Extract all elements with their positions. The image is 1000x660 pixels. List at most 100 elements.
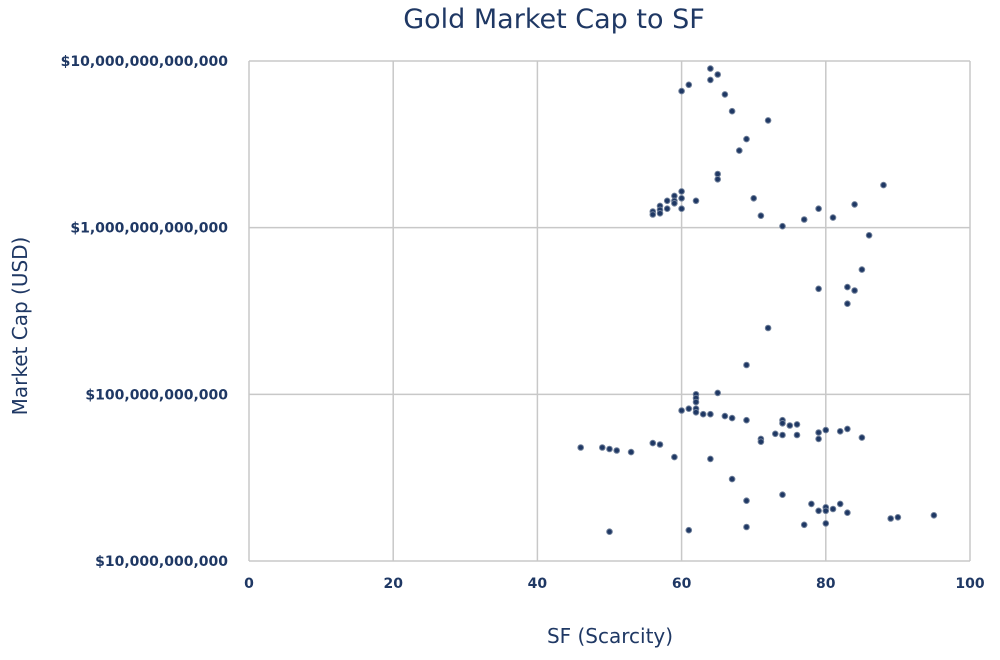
- data-point: [836, 428, 844, 435]
- data-point: [786, 422, 794, 429]
- data-point: [880, 181, 887, 189]
- data-point: [743, 361, 750, 369]
- data-point: [663, 197, 671, 205]
- data-point: [930, 512, 938, 519]
- data-point: [599, 444, 606, 451]
- data-point: [728, 414, 736, 422]
- data-point: [844, 425, 851, 433]
- data-point: [844, 509, 851, 517]
- data-point: [678, 87, 685, 95]
- data-point: [815, 507, 822, 515]
- data-point: [649, 211, 657, 218]
- data-point: [736, 147, 743, 154]
- data-point: [678, 195, 685, 202]
- data-point: [764, 324, 772, 332]
- data-point: [887, 515, 895, 522]
- chart-title: Gold Market Cap to SF: [403, 4, 705, 35]
- data-point: [764, 117, 772, 124]
- data-point: [577, 444, 585, 451]
- data-point: [627, 448, 635, 456]
- data-point: [800, 521, 808, 529]
- data-point: [714, 170, 722, 178]
- data-point: [779, 431, 786, 439]
- data-point: [757, 438, 765, 446]
- data-point: [808, 500, 815, 508]
- data-point: [613, 447, 621, 454]
- data-point: [772, 430, 779, 438]
- data-point: [815, 285, 822, 293]
- data-point: [793, 421, 801, 428]
- data-point: [707, 455, 714, 463]
- data-point: [822, 507, 830, 515]
- y-tick-label: $10,000,000,000: [95, 554, 228, 570]
- data-point: [721, 91, 729, 98]
- data-point: [692, 197, 700, 205]
- data-point: [779, 491, 786, 499]
- data-point: [793, 431, 801, 439]
- data-point: [606, 445, 613, 453]
- data-point: [851, 201, 858, 208]
- y-tick-label: $10,000,000,000,000: [61, 54, 229, 70]
- x-tick-label: 40: [528, 576, 548, 592]
- data-point: [800, 216, 808, 223]
- data-point: [829, 505, 837, 513]
- data-point: [685, 526, 693, 534]
- grid-lines: [248, 60, 971, 562]
- data-point: [844, 300, 851, 308]
- data-point: [707, 65, 714, 72]
- data-point: [699, 410, 707, 418]
- data-point: [678, 205, 685, 212]
- data-point: [815, 435, 822, 443]
- data-point: [822, 426, 830, 434]
- y-axis-label: Market Cap (USD): [8, 237, 32, 416]
- data-point: [858, 266, 866, 273]
- data-point: [714, 176, 722, 183]
- data-point: [714, 389, 722, 397]
- y-tick-label: $1,000,000,000,000: [70, 221, 228, 237]
- data-point: [714, 71, 722, 78]
- data-point: [757, 212, 765, 219]
- data-point: [865, 232, 873, 239]
- data-point: [671, 200, 678, 207]
- x-tick-label: 0: [244, 576, 254, 592]
- data-point: [671, 453, 678, 461]
- data-point: [721, 412, 729, 420]
- data-point: [743, 497, 750, 505]
- data-point: [685, 81, 693, 89]
- data-point: [815, 429, 822, 436]
- data-point: [829, 214, 837, 221]
- data-point: [728, 475, 736, 483]
- x-tick-label: 100: [955, 576, 984, 592]
- data-point: [743, 416, 750, 424]
- data-point: [779, 222, 786, 230]
- x-tick-label: 80: [816, 576, 836, 592]
- data-point: [707, 76, 714, 84]
- data-point: [858, 434, 866, 441]
- data-point: [822, 520, 830, 527]
- data-point: [649, 439, 657, 447]
- data-point: [851, 287, 858, 294]
- data-point: [663, 205, 671, 212]
- data-point: [685, 405, 693, 413]
- data-point: [779, 420, 786, 427]
- data-point: [606, 528, 613, 536]
- data-point: [894, 514, 902, 521]
- data-point: [815, 205, 822, 212]
- x-axis-tick-labels: 0 20 40 60 80 100: [244, 576, 985, 592]
- data-point: [844, 283, 851, 291]
- x-tick-label: 60: [672, 576, 692, 592]
- y-tick-label: $100,000,000,000: [85, 387, 228, 403]
- data-point: [692, 409, 700, 416]
- data-point: [707, 410, 714, 418]
- data-point: [750, 195, 758, 202]
- data-point: [678, 188, 685, 195]
- data-point: [656, 441, 664, 448]
- data-point: [743, 523, 750, 531]
- data-point: [743, 135, 750, 143]
- data-point: [728, 107, 736, 115]
- data-point: [692, 398, 700, 406]
- data-point: [836, 500, 844, 508]
- data-points: [577, 65, 938, 536]
- x-tick-label: 20: [383, 576, 403, 592]
